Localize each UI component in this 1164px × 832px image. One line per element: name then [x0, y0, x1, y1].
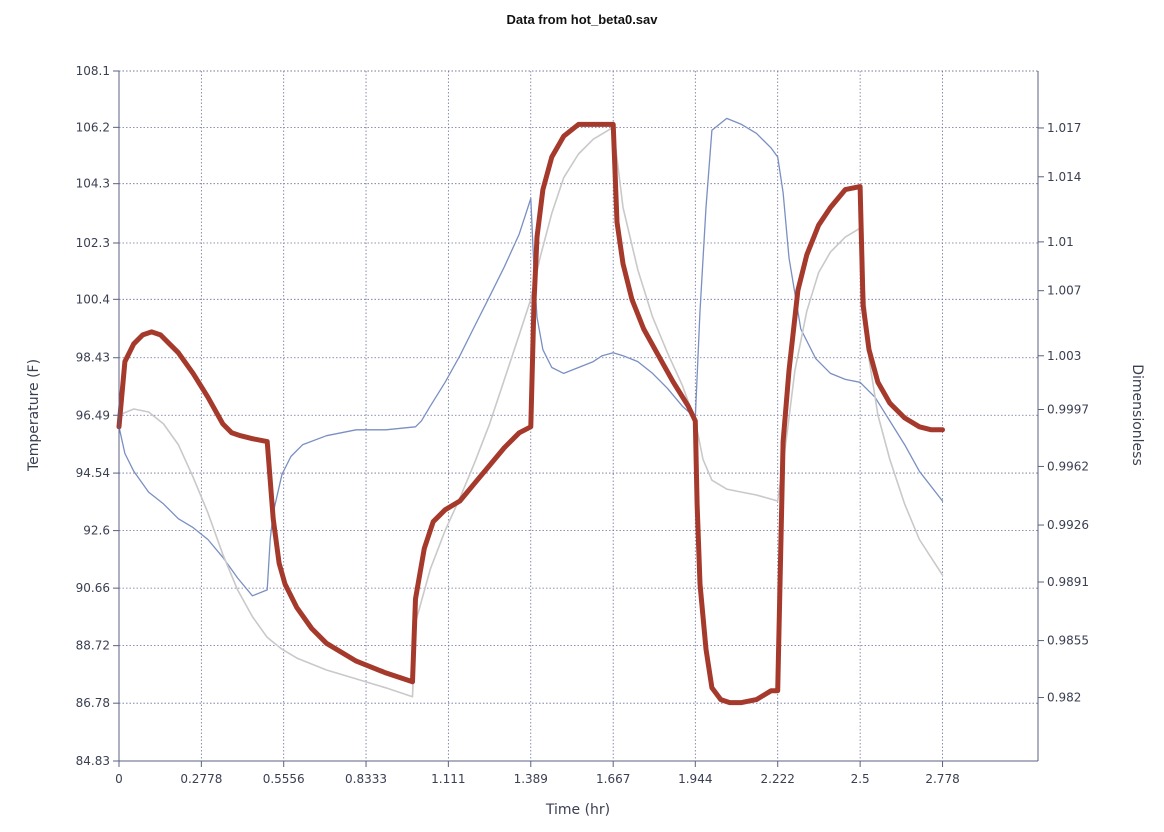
y-left-tick-label: 86.78	[76, 696, 110, 710]
x-tick-label: 2.5	[851, 772, 870, 786]
y-right-tick-label: 1.014	[1047, 170, 1081, 184]
y-left-tick-label: 98.43	[76, 351, 110, 365]
y-axis-right-ticks: 0.982 0.9855 0.9891 0.9926 0.9962 0.9997 1.003…	[1038, 121, 1089, 705]
y-right-tick-label: 0.9962	[1047, 459, 1089, 473]
y-left-tick-label: 96.49	[76, 408, 110, 422]
x-tick-label: 0.8333	[345, 772, 387, 786]
y-right-tick-label: 0.982	[1047, 691, 1081, 705]
y-left-tick-label: 92.6	[83, 524, 110, 538]
x-axis-label: Time (hr)	[545, 802, 610, 818]
grid-lines	[119, 70, 1038, 761]
y-left-tick-label: 104.3	[76, 177, 110, 191]
y-axis-left-label: Temperature (F)	[26, 359, 42, 472]
y-right-tick-label: 1.01	[1047, 235, 1074, 249]
x-tick-label: 0	[115, 772, 123, 786]
y-right-tick-label: 0.9997	[1047, 402, 1089, 416]
y-left-tick-label: 106.2	[76, 120, 110, 134]
x-tick-label: 1.944	[678, 772, 712, 786]
x-tick-label: 2.222	[761, 772, 795, 786]
y-right-tick-label: 1.003	[1047, 349, 1081, 363]
x-tick-label: 1.389	[514, 772, 548, 786]
y-left-tick-label: 90.66	[76, 581, 110, 595]
x-tick-label: 1.111	[431, 772, 465, 786]
x-axis-ticks: 0 0.2778 0.5556 0.8333 1.111 1.389 1.667 1.944 2…	[115, 761, 960, 786]
x-tick-label: 0.2778	[180, 772, 222, 786]
series-line-2	[118, 117, 944, 597]
y-right-tick-label: 1.007	[1047, 284, 1081, 298]
y-left-tick-label: 84.83	[76, 754, 110, 768]
y-axis-left-ticks: 84.83 86.78 88.72 90.66 92.6 94.54 96.49 98.43 1…	[76, 64, 119, 768]
x-tick-label: 0.5556	[263, 772, 305, 786]
series-line-0	[116, 121, 945, 706]
series-line-1	[118, 126, 944, 698]
y-axis-right-label: Dimensionless	[1129, 364, 1145, 466]
y-right-tick-label: 1.017	[1047, 121, 1081, 135]
y-right-tick-label: 0.9926	[1047, 518, 1089, 532]
y-left-tick-label: 88.72	[76, 639, 110, 653]
y-left-tick-label: 102.3	[76, 236, 110, 250]
series-lines	[116, 117, 945, 706]
y-left-tick-label: 100.4	[76, 292, 110, 306]
y-left-tick-label: 108.1	[76, 64, 110, 78]
x-tick-label: 2.778	[925, 772, 959, 786]
chart-title: Data from hot_beta0.sav	[507, 12, 659, 27]
y-left-tick-label: 94.54	[76, 466, 110, 480]
x-tick-label: 1.667	[596, 772, 630, 786]
y-right-tick-label: 0.9891	[1047, 575, 1089, 589]
y-right-tick-label: 0.9855	[1047, 634, 1089, 648]
